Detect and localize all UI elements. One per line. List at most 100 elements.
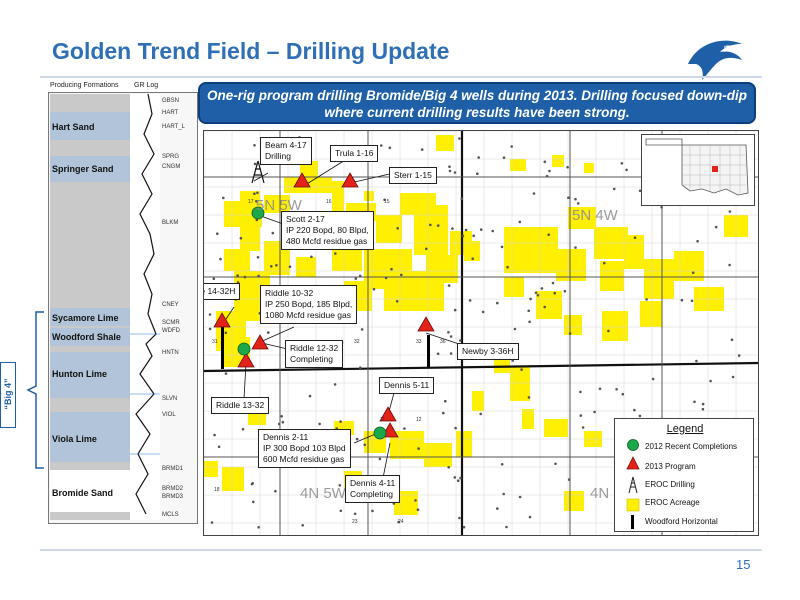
callout-dennis2-gas: 600 Mcfd residue gas <box>263 454 345 464</box>
well-spot <box>633 236 637 239</box>
well-spot <box>213 433 216 437</box>
acreage-block <box>384 271 444 311</box>
well-spot <box>460 197 464 200</box>
well-spot <box>459 339 462 342</box>
section-number-label: 32 <box>354 339 360 345</box>
callout-riddle14-name: Riddle 14-32H <box>204 286 236 296</box>
acreage-block <box>472 391 484 411</box>
log-header-gr: GR Log <box>134 82 159 89</box>
township-label-4n5w: 4N 5W <box>300 485 346 502</box>
acreage-block <box>624 235 644 269</box>
legend-item-2012-completions: 2012 Recent Completions <box>645 442 738 451</box>
acreage-block <box>544 419 568 437</box>
page-number: 15 <box>736 557 751 572</box>
top-brmd3: BRMD3 <box>162 494 184 500</box>
section-number-label: 15 <box>384 199 390 205</box>
well-spot <box>476 172 479 175</box>
well-spot <box>728 210 732 213</box>
well-spot <box>447 331 450 334</box>
well-spot <box>574 246 577 249</box>
well-spot <box>416 508 420 512</box>
well-spot <box>210 521 214 524</box>
well-spot <box>690 299 694 303</box>
well-spot <box>257 274 260 278</box>
drilling-rig-icon <box>251 160 265 184</box>
well-spot <box>274 489 277 493</box>
well-spot <box>563 289 567 293</box>
callout-leader-line <box>301 156 351 188</box>
callout-leader-line <box>253 172 269 182</box>
well-spot <box>396 227 399 230</box>
well-spot <box>281 420 285 424</box>
well-spot <box>253 192 256 195</box>
well-spot <box>574 197 577 201</box>
well-spot <box>529 297 532 301</box>
well-spot <box>236 274 239 277</box>
top-brmd1: BRMD1 <box>162 466 184 472</box>
well-spot <box>518 495 522 499</box>
section-number-label: 11 <box>380 417 385 423</box>
callout-riddle12-status: Completing <box>290 354 333 364</box>
top-sprg: SPRG <box>162 154 180 160</box>
eagle-logo-icon <box>688 40 742 80</box>
well-spot <box>277 422 281 426</box>
well-spot <box>581 426 585 429</box>
title-divider <box>40 76 762 78</box>
well-spot <box>567 196 570 199</box>
well-spot <box>436 352 440 356</box>
well-spot <box>414 499 417 502</box>
well-spot <box>553 291 556 295</box>
legend-item-2013-program: 2013 Program <box>645 462 696 471</box>
well-spot <box>453 171 457 174</box>
formation-label-woodford: Woodford Shale <box>52 332 121 342</box>
callout-sterr-name: Sterr 1-15 <box>394 170 432 180</box>
well-spot <box>224 372 228 375</box>
acreage-block <box>510 367 530 401</box>
callout-riddle10-name: Riddle 10-32 <box>265 288 314 298</box>
well-spot <box>447 284 451 287</box>
acreage-block <box>424 443 452 467</box>
well-spot <box>554 462 557 466</box>
acreage-block <box>674 251 704 281</box>
section-number-label: 36 <box>440 339 446 345</box>
well-spot <box>447 466 450 469</box>
well-spot <box>603 261 606 265</box>
well-spot <box>449 335 453 338</box>
well-spot <box>621 392 625 396</box>
well-spot <box>453 308 457 312</box>
well-spot <box>701 407 705 411</box>
well-spot <box>528 515 532 519</box>
well-spot <box>479 412 483 416</box>
callout-dennis5-name: Dennis 5-11 <box>384 380 430 390</box>
log-header-formations: Producing Formations <box>50 82 119 89</box>
green-circle-icon <box>627 439 639 451</box>
well-spot <box>660 206 663 209</box>
well-spot <box>551 281 555 285</box>
callout-scott-name: Scott 2-17 <box>286 214 325 224</box>
well-spot <box>566 165 569 169</box>
oklahoma-outline-icon <box>645 138 749 196</box>
well-spot <box>607 329 610 333</box>
section-number-label: 33 <box>416 339 422 345</box>
formation-tops: GBSN HART HART_L SPRG CNGM BLKM CNEY SCM… <box>160 94 194 520</box>
well-spot <box>448 165 451 168</box>
well-spot <box>471 257 475 260</box>
well-spot <box>496 301 499 305</box>
well-spot <box>701 402 705 406</box>
top-gbsn: GBSN <box>162 98 180 104</box>
well-spot <box>468 299 472 302</box>
well-spot <box>395 300 399 303</box>
well-spot <box>436 224 440 227</box>
section-number-label: 31 <box>212 339 218 345</box>
well-spot <box>224 331 228 335</box>
well-spot <box>448 169 452 173</box>
program-well-triangle <box>251 334 269 350</box>
program-well-triangle <box>237 352 255 368</box>
top-cngm: CNGM <box>162 164 181 170</box>
callout-sterr-1-15: Sterr 1-15 <box>389 167 437 184</box>
well-spot <box>502 492 506 496</box>
acreage-block <box>240 191 260 251</box>
well-spot <box>310 255 313 259</box>
well-spot <box>449 352 453 355</box>
well-spot <box>358 274 362 278</box>
